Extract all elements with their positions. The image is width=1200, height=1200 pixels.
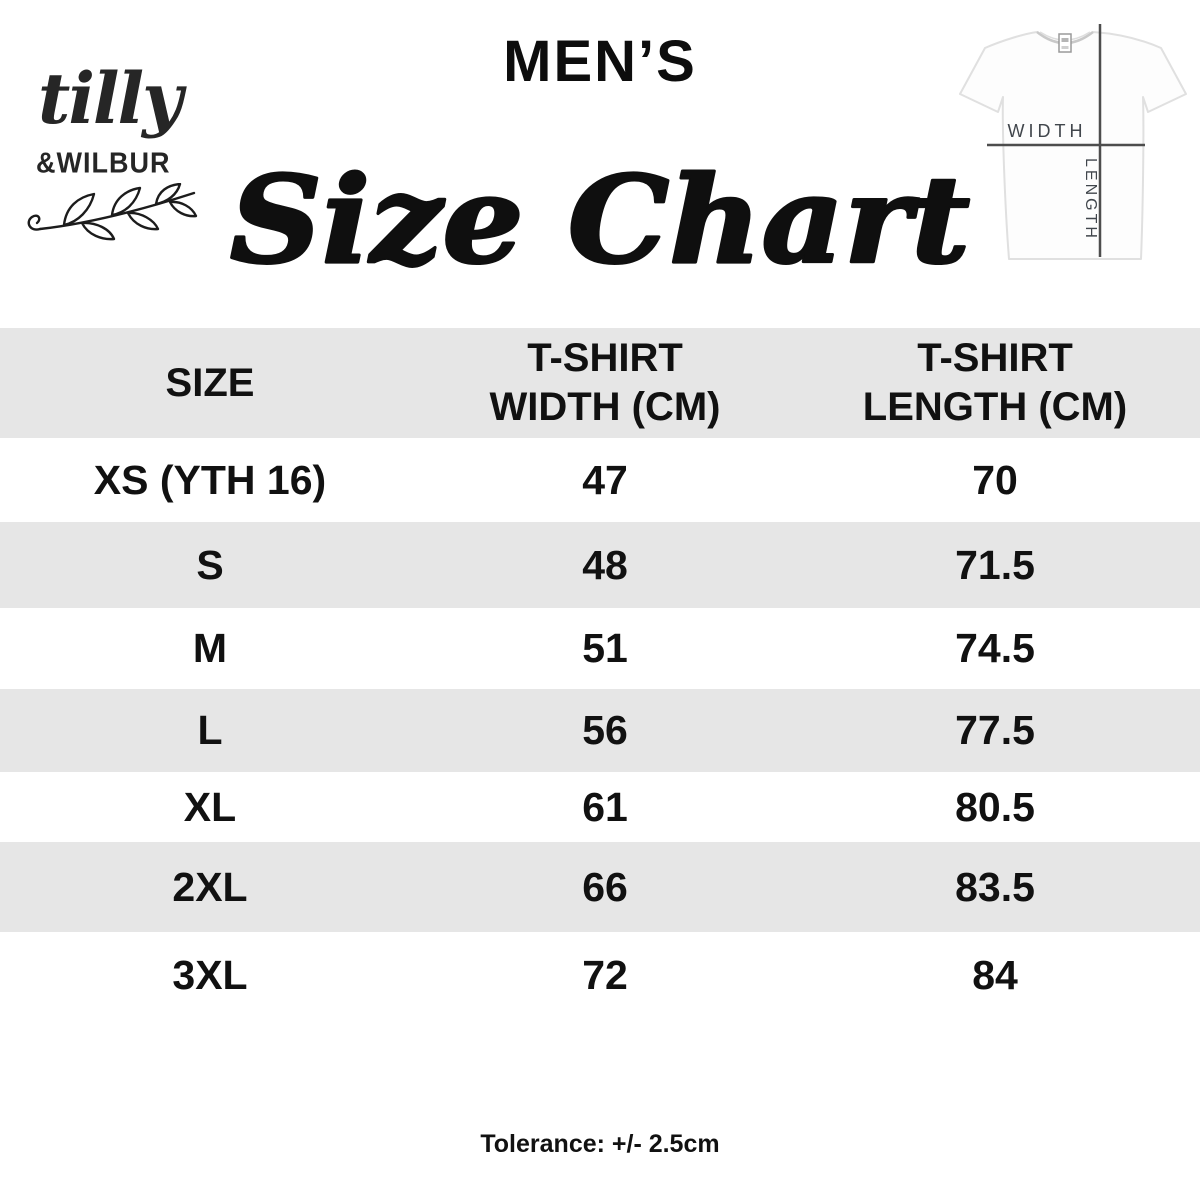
width-cell: 61 xyxy=(582,783,628,830)
branch-icon xyxy=(27,183,198,241)
width-cell: 66 xyxy=(582,863,628,910)
size-cell: XS (YTH 16) xyxy=(93,456,327,503)
width-label: WIDTH xyxy=(1008,121,1087,141)
neck-label-print xyxy=(1061,38,1069,42)
table-row: XS (YTH 16) 47 70 xyxy=(0,438,1200,522)
table-body: XS (YTH 16) 47 70 S 48 71.5 M 51 74.5 L 56 77.5 XL 61… xyxy=(0,438,1200,1018)
column-header-width: T-SHIRT WIDTH (CM) xyxy=(489,336,721,429)
table-row: XL 61 80.5 xyxy=(0,772,1200,842)
neck-label xyxy=(1058,33,1072,53)
size-cell: S xyxy=(196,541,224,588)
brand-name-script: tilly xyxy=(38,57,183,140)
page-title: Size Chart xyxy=(229,149,972,293)
length-cell: 80.5 xyxy=(955,783,1035,830)
brand-name-caps: &WILBUR xyxy=(36,147,171,179)
branch-leaf xyxy=(168,200,198,218)
size-cell: L xyxy=(197,707,223,753)
table-row: S 48 71.5 xyxy=(0,522,1200,608)
size-cell: 3XL xyxy=(172,951,248,998)
length-cell: 74.5 xyxy=(955,625,1035,671)
branch-leaf xyxy=(110,186,142,217)
width-cell: 72 xyxy=(582,951,628,998)
table-row: 3XL 72 84 xyxy=(0,932,1200,1018)
category-heading: MEN’S xyxy=(503,29,697,94)
neck-label-print xyxy=(1061,46,1069,49)
size-table: SIZE T-SHIRT WIDTH (CM) T-SHIRT LENGTH (… xyxy=(0,328,1200,1018)
column-header-length: T-SHIRT LENGTH (CM) xyxy=(862,336,1128,429)
tolerance-note: Tolerance: +/- 2.5cm xyxy=(480,1130,720,1158)
length-cell: 71.5 xyxy=(955,541,1035,588)
width-cell: 51 xyxy=(582,625,628,671)
page-title-text: Size Chart xyxy=(230,150,970,291)
tshirt-diagram: WIDTH LENGTH xyxy=(959,24,1187,260)
table-row: 2XL 66 83.5 xyxy=(0,842,1200,932)
branch-leaf xyxy=(154,183,182,206)
branch-stem xyxy=(38,191,196,231)
branch-leaf xyxy=(80,221,116,241)
length-label: LENGTH xyxy=(1082,158,1099,241)
table-header-row: SIZE T-SHIRT WIDTH (CM) T-SHIRT LENGTH (… xyxy=(0,328,1200,438)
size-cell: XL xyxy=(183,783,237,830)
width-cell: 56 xyxy=(582,707,628,753)
table-row: L 56 77.5 xyxy=(0,689,1200,772)
length-cell: 84 xyxy=(972,951,1018,998)
length-cell: 77.5 xyxy=(955,707,1035,753)
width-cell: 47 xyxy=(582,456,628,503)
table-row: M 51 74.5 xyxy=(0,608,1200,689)
length-cell: 83.5 xyxy=(955,863,1035,910)
column-header-size: SIZE xyxy=(165,360,255,405)
width-cell: 48 xyxy=(582,541,628,588)
size-cell: M xyxy=(192,625,228,671)
length-cell: 70 xyxy=(972,456,1018,503)
brand-logo: tilly &WILBUR xyxy=(0,0,300,260)
branch-leaf xyxy=(126,211,160,231)
size-cell: 2XL xyxy=(172,863,248,910)
branch-leaf xyxy=(62,192,96,227)
branch-curl xyxy=(27,214,42,231)
